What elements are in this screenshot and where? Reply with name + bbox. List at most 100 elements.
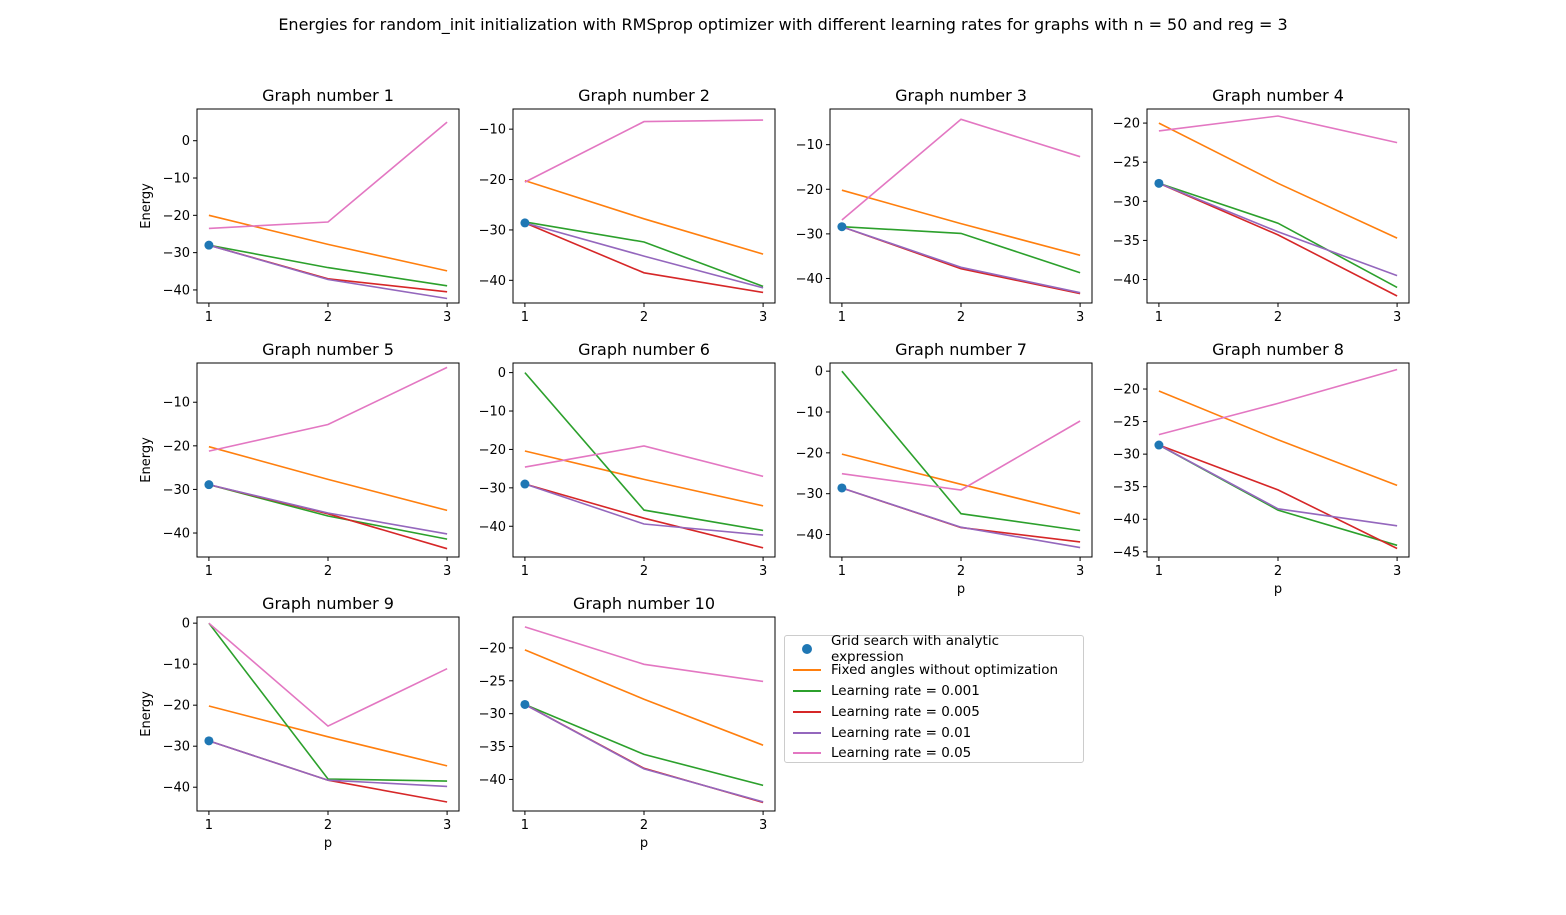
grid-search-point — [520, 479, 530, 489]
series-line-lr0001 — [208, 622, 448, 782]
x-axis-label: p — [1274, 582, 1282, 597]
y-tick-label: −10 — [163, 396, 190, 411]
x-tick-label: 3 — [1393, 310, 1401, 325]
subplot-2: 1 2 3 −10 −20 −30 −40 Graph number 2 — [479, 86, 776, 325]
y-tick-label: −35 — [479, 740, 506, 755]
series-line-lr0001 — [841, 225, 1081, 274]
grid-search-point — [204, 240, 214, 250]
y-tick-label: −40 — [479, 773, 506, 788]
legend-line-lr0005 — [793, 706, 821, 718]
subplot-title: Graph number 5 — [262, 340, 394, 359]
y-axis-label: Energy — [139, 437, 154, 483]
y-tick-label: −20 — [163, 209, 190, 224]
series-line-lr0001 — [208, 244, 448, 287]
series-line-lr005 — [841, 420, 1081, 491]
y-tick-label: −20 — [163, 699, 190, 714]
y-tick-label: −25 — [1113, 156, 1140, 171]
axes-frame — [1146, 362, 1410, 558]
y-tick-label: −40 — [163, 781, 190, 796]
y-tick-label: −40 — [163, 527, 190, 542]
axes-frame — [512, 362, 776, 558]
subplot-7: 1 2 3 0 −10 −20 −30 −40 Graph number 7 p — [796, 340, 1093, 597]
y-tick-label: −10 — [479, 123, 506, 138]
y-tick-label: −10 — [163, 172, 190, 187]
series-line-lr005 — [1158, 115, 1398, 144]
series-line-lr005 — [524, 626, 764, 683]
subplot-title: Graph number 4 — [1212, 86, 1344, 105]
subplot-6: 1 2 3 0 −10 −20 −30 −40 Graph number 6 — [479, 340, 776, 579]
x-tick-label: 1 — [1155, 564, 1163, 579]
legend-label-lr005: Learning rate = 0.05 — [831, 745, 972, 762]
series-line-fixed — [841, 453, 1081, 515]
series-line-lr0001 — [524, 221, 764, 288]
series-line-lr0001 — [524, 703, 764, 787]
legend-label-lr001: Learning rate = 0.01 — [831, 724, 972, 741]
series-line-fixed — [1158, 390, 1398, 487]
y-tick-label: −30 — [479, 223, 506, 238]
grid-search-point — [204, 736, 214, 746]
y-tick-label: 0 — [182, 134, 190, 149]
grid-search-point — [204, 480, 214, 490]
x-tick-label: 1 — [521, 564, 529, 579]
axes-frame — [829, 108, 1093, 304]
subplot-8: 1 2 3 −20 −25 −30 −35 −40 −45 Graph number 8 p — [1113, 340, 1410, 597]
series-line-lr001 — [208, 483, 448, 535]
x-tick-label: 3 — [1076, 310, 1084, 325]
y-tick-label: 0 — [815, 365, 823, 380]
x-tick-label: 1 — [205, 818, 213, 833]
x-tick-label: 2 — [1274, 310, 1282, 325]
axes-frame — [829, 362, 1093, 558]
y-tick-label: −25 — [1113, 415, 1140, 430]
axes-frame — [196, 362, 460, 558]
y-tick-label: −20 — [1113, 383, 1140, 398]
x-tick-label: 2 — [324, 564, 332, 579]
legend-marker-grid — [793, 643, 821, 655]
subplot-title: Graph number 7 — [895, 340, 1027, 359]
x-tick-label: 1 — [205, 310, 213, 325]
series-line-lr005 — [208, 366, 448, 452]
series-line-fixed — [1158, 122, 1398, 239]
axes-frame — [1146, 108, 1410, 304]
series-line-lr001 — [1158, 444, 1398, 527]
y-tick-label: −30 — [479, 707, 506, 722]
legend: Grid search with analytic expression Fix… — [784, 633, 1084, 764]
y-tick-label: −40 — [1113, 513, 1140, 528]
y-tick-label: −30 — [796, 487, 823, 502]
y-tick-label: −20 — [163, 439, 190, 454]
series-line-fixed — [524, 179, 764, 255]
series-line-lr005 — [208, 622, 448, 728]
y-tick-label: −35 — [1113, 480, 1140, 495]
subplot-title: Graph number 2 — [578, 86, 710, 105]
grid-search-point — [837, 483, 847, 493]
y-tick-label: −20 — [796, 183, 823, 198]
y-tick-label: −40 — [796, 528, 823, 543]
series-line-lr001 — [208, 740, 448, 788]
x-tick-label: 2 — [640, 310, 648, 325]
legend-item-lr005: Learning rate = 0.05 — [793, 743, 1075, 764]
y-tick-label: −10 — [796, 138, 823, 153]
y-tick-label: −10 — [796, 406, 823, 421]
y-tick-label: −10 — [163, 658, 190, 673]
legend-item-lr0001: Learning rate = 0.001 — [793, 681, 1075, 702]
series-line-lr001 — [524, 222, 764, 289]
x-axis-label: p — [324, 836, 332, 851]
x-axis-label: p — [957, 582, 965, 597]
series-line-lr0005 — [1158, 182, 1398, 297]
x-tick-label: 3 — [1076, 564, 1084, 579]
series-line-fixed — [524, 649, 764, 746]
series-line-lr0001 — [1158, 182, 1398, 289]
x-tick-label: 2 — [640, 818, 648, 833]
legend-label-lr0001: Learning rate = 0.001 — [831, 682, 980, 699]
x-tick-label: 1 — [521, 818, 529, 833]
axes-frame — [196, 108, 460, 304]
y-tick-label: −40 — [1113, 273, 1140, 288]
y-tick-label: −10 — [479, 405, 506, 420]
x-tick-label: 2 — [640, 564, 648, 579]
series-line-lr001 — [524, 483, 764, 536]
x-tick-label: 3 — [443, 818, 451, 833]
legend-label-fixed: Fixed angles without optimization — [831, 662, 1059, 679]
series-line-lr001 — [524, 703, 764, 803]
grid-search-point — [520, 218, 530, 228]
series-line-lr0005 — [1158, 444, 1398, 550]
